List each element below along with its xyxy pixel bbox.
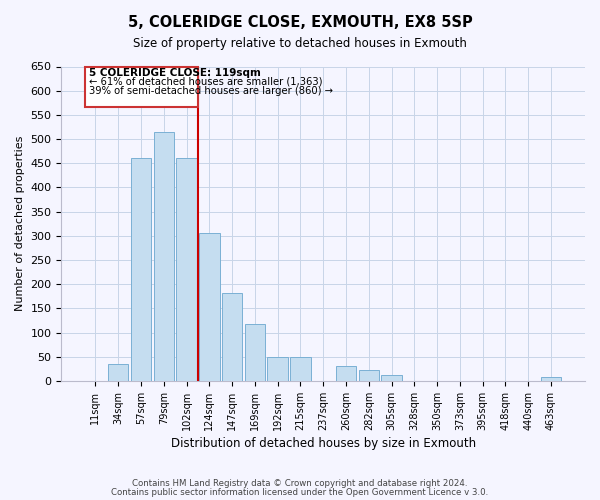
Bar [85,68,198,107]
Text: Size of property relative to detached houses in Exmouth: Size of property relative to detached ho… [133,38,467,51]
Bar [108,364,128,381]
Bar [381,374,402,381]
Bar [359,370,379,381]
Bar [268,357,288,381]
Text: ← 61% of detached houses are smaller (1,363): ← 61% of detached houses are smaller (1,… [89,77,322,87]
X-axis label: Distribution of detached houses by size in Exmouth: Distribution of detached houses by size … [170,437,476,450]
Bar [176,158,197,381]
Bar [245,324,265,381]
Y-axis label: Number of detached properties: Number of detached properties [15,136,25,312]
Text: 39% of semi-detached houses are larger (860) →: 39% of semi-detached houses are larger (… [89,86,332,96]
Bar [336,366,356,381]
Bar [290,357,311,381]
Text: Contains HM Land Registry data © Crown copyright and database right 2024.: Contains HM Land Registry data © Crown c… [132,479,468,488]
Bar [154,132,174,381]
Text: 5, COLERIDGE CLOSE, EXMOUTH, EX8 5SP: 5, COLERIDGE CLOSE, EXMOUTH, EX8 5SP [128,15,472,30]
Bar [222,293,242,381]
Bar [199,234,220,381]
Text: 5 COLERIDGE CLOSE: 119sqm: 5 COLERIDGE CLOSE: 119sqm [89,68,260,78]
Bar [541,377,561,381]
Text: Contains public sector information licensed under the Open Government Licence v : Contains public sector information licen… [112,488,488,497]
Bar [131,158,151,381]
